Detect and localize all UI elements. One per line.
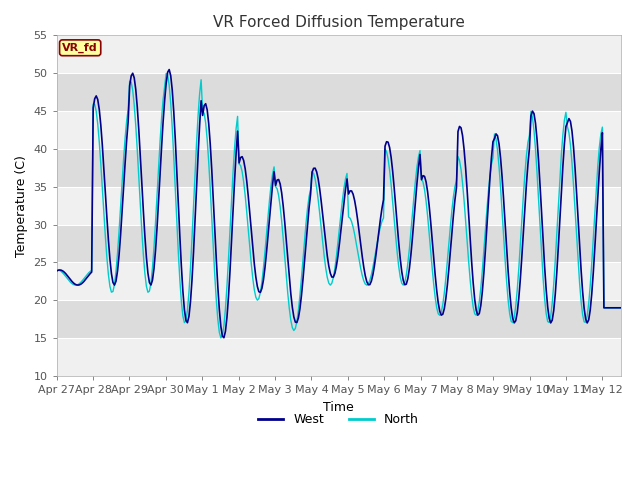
X-axis label: Time: Time (323, 400, 354, 413)
Bar (57, 187, 621, 225)
Bar (57, 36, 621, 73)
Legend: West, North: West, North (253, 408, 424, 431)
Bar (57, 300, 621, 338)
Bar (57, 111, 621, 149)
Text: VR_fd: VR_fd (62, 43, 98, 53)
Title: VR Forced Diffusion Temperature: VR Forced Diffusion Temperature (212, 15, 465, 30)
Bar (57, 225, 621, 263)
Bar (57, 149, 621, 187)
Y-axis label: Temperature (C): Temperature (C) (15, 155, 28, 257)
Bar (57, 338, 621, 376)
Bar (57, 263, 621, 300)
Bar (57, 73, 621, 111)
